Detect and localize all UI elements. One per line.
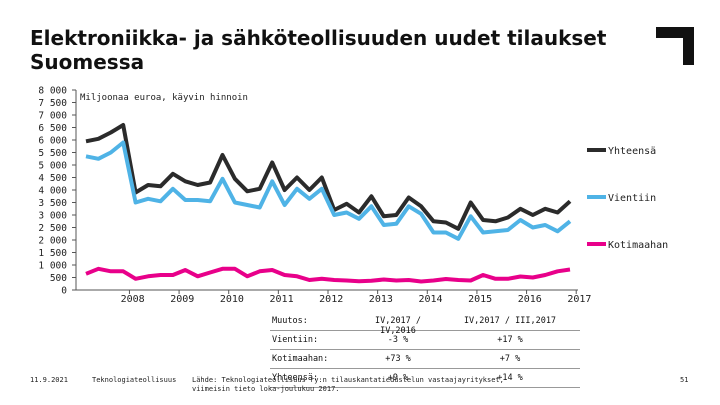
table-row: Kotimaahan: +73 % +7 % bbox=[270, 350, 580, 369]
table-cell: +73 % bbox=[385, 354, 411, 364]
table-cell: +9 % bbox=[387, 373, 409, 383]
page-title: Elektroniikka- ja sähköteollisuuden uude… bbox=[30, 26, 607, 74]
footer-source: Lähde: Teknologiateollisuus ry:n tilausk… bbox=[192, 376, 504, 394]
y-axis-label: Miljoonaa euroa, käyvin hinnoin bbox=[80, 93, 248, 103]
y-tick-label: 3 500 bbox=[38, 198, 67, 209]
y-tick-label: 7 500 bbox=[38, 98, 67, 109]
y-tick-label: 4 500 bbox=[38, 173, 67, 184]
x-tick-label: 2008 bbox=[121, 294, 145, 305]
table-header-cell: IV,2017 / IV,2016 bbox=[374, 316, 422, 336]
table-cell: +14 % bbox=[497, 373, 523, 383]
x-tick-label: 2011 bbox=[270, 294, 294, 305]
footer-date: 11.9.2021 bbox=[30, 376, 68, 384]
legend-label: Yhteensä bbox=[608, 146, 656, 157]
footer-source-line: Lähde: Teknologiateollisuus ry:n tilausk… bbox=[192, 376, 504, 384]
brand-corner-logo bbox=[656, 27, 694, 65]
series-line bbox=[85, 123, 572, 231]
y-tick-label: 2 500 bbox=[38, 223, 67, 234]
y-tick-label: 6 500 bbox=[38, 123, 67, 134]
table-row: Vientiin: -3 % +17 % bbox=[270, 331, 580, 350]
table-row: Yhteensä: +9 % +14 % bbox=[270, 369, 580, 388]
series-line bbox=[85, 266, 571, 284]
change-table: Muutos: IV,2017 / IV,2016 IV,2017 / III,… bbox=[270, 312, 580, 388]
y-tick-label: 6 000 bbox=[38, 136, 67, 147]
x-tick-label: 2014 bbox=[418, 294, 442, 305]
footer-source-line: viimeisin tieto loka-joulukuu 2017. bbox=[192, 385, 340, 393]
table-cell: +17 % bbox=[497, 335, 523, 345]
y-tick-label: 1 500 bbox=[38, 248, 67, 259]
y-tick-label: 1 000 bbox=[38, 261, 67, 272]
x-tick-label: 2016 bbox=[518, 294, 542, 305]
table-cell: Yhteensä: bbox=[272, 373, 319, 383]
x-tick-label: 2015 bbox=[468, 294, 492, 305]
y-tick-label: 8 000 bbox=[38, 86, 67, 97]
table-header-cell: Muutos: bbox=[272, 316, 308, 326]
y-tick-label: 2 000 bbox=[38, 236, 67, 247]
x-axis: 2008 2009 2010 2011 2012 2013 2014 2015 2016 2017 bbox=[121, 290, 591, 305]
series-lines bbox=[85, 123, 572, 284]
footer-org: Teknologiateollisuus bbox=[92, 376, 177, 384]
table-header-cell: IV,2017 / III,2017 bbox=[463, 316, 557, 326]
y-tick-label: 7 000 bbox=[38, 111, 67, 122]
x-tick-label: 2017 bbox=[567, 294, 591, 305]
table-cell: -3 % bbox=[387, 335, 409, 345]
table-cell: Kotimaahan: bbox=[272, 354, 329, 364]
table-cell: Vientiin: bbox=[272, 335, 319, 345]
y-tick-label: 0 bbox=[61, 286, 67, 297]
x-tick-label: 2009 bbox=[170, 294, 194, 305]
legend: Yhteensä Vientiin Kotimaahan bbox=[587, 146, 668, 251]
y-tick-label: 4 000 bbox=[38, 186, 67, 197]
table-header-row: Muutos: IV,2017 / IV,2016 IV,2017 / III,… bbox=[270, 312, 580, 336]
y-tick-label: 5 500 bbox=[38, 148, 67, 159]
y-tick-label: 5 000 bbox=[38, 161, 67, 172]
x-tick-label: 2010 bbox=[220, 294, 244, 305]
page-number: 51 bbox=[680, 376, 689, 384]
y-tick-label: 500 bbox=[50, 273, 67, 284]
table-cell: +7 % bbox=[499, 354, 521, 364]
series-line bbox=[85, 140, 572, 241]
legend-label: Vientiin bbox=[608, 193, 656, 204]
x-tick-label: 2013 bbox=[369, 294, 393, 305]
legend-label: Kotimaahan bbox=[608, 240, 668, 251]
y-tick-label: 3 000 bbox=[38, 211, 67, 222]
x-tick-label: 2012 bbox=[319, 294, 343, 305]
